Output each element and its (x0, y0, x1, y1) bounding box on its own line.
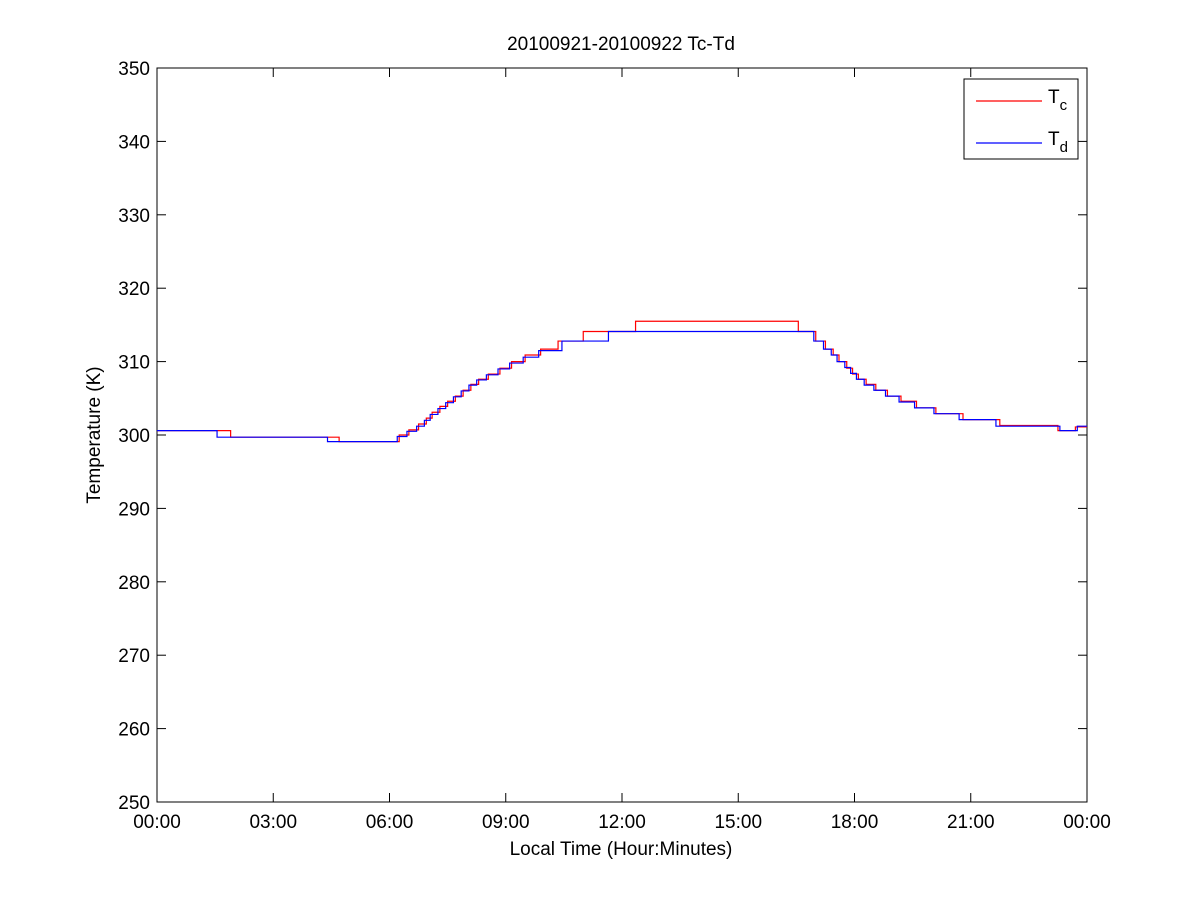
y-tick-label: 270 (118, 646, 150, 667)
legend-label-main: T (1048, 87, 1060, 108)
y-axis-label: Temperature (K) (84, 366, 105, 503)
series-layer (157, 320, 1087, 443)
y-tick-label: 250 (118, 793, 150, 814)
legend-label-d: Td (1048, 129, 1068, 156)
legend-label-main: T (1048, 129, 1060, 150)
plot-area (156, 67, 1088, 803)
legend-box (963, 78, 1079, 160)
y-tick-label: 350 (118, 59, 150, 80)
x-tick-labels: 00:00 03:00 06:00 09:00 12:00 15:00 18:00 21:00… (133, 812, 1111, 833)
y-tick-label: 340 (118, 132, 150, 153)
legend-label-subscript: d (1060, 139, 1068, 156)
series-line-td (157, 330, 1087, 443)
x-tick-label: 00:00 (1063, 812, 1111, 833)
y-tick-labels: 250 260 270 280 290 300 310 320 330 340 350 (118, 59, 150, 814)
y-tick-label: 310 (118, 353, 150, 374)
ticks-layer (156, 67, 1088, 803)
series-line-tc (157, 320, 1087, 443)
legend-label-subscript: c (1060, 97, 1068, 114)
x-tick-label: 09:00 (482, 812, 530, 833)
y-tick-label: 280 (118, 573, 150, 594)
y-tick-label: 260 (118, 720, 150, 741)
y-tick-label: 330 (118, 206, 150, 227)
x-tick-label: 06:00 (366, 812, 414, 833)
plot-frame (156, 67, 1088, 803)
x-tick-label: 21:00 (947, 812, 995, 833)
y-tick-label: 300 (118, 426, 150, 447)
y-tick-label: 290 (118, 499, 150, 520)
x-tick-label: 00:00 (133, 812, 181, 833)
x-tick-label: 18:00 (831, 812, 879, 833)
x-tick-label: 15:00 (714, 812, 762, 833)
chart-title: 20100921-20100922 Tc-Td (507, 34, 735, 55)
legend-label-c: Tc (1048, 87, 1068, 114)
x-tick-label: 03:00 (249, 812, 297, 833)
x-tick-label: 12:00 (598, 812, 646, 833)
x-axis-label: Local Time (Hour:Minutes) (510, 839, 733, 860)
y-tick-label: 320 (118, 279, 150, 300)
